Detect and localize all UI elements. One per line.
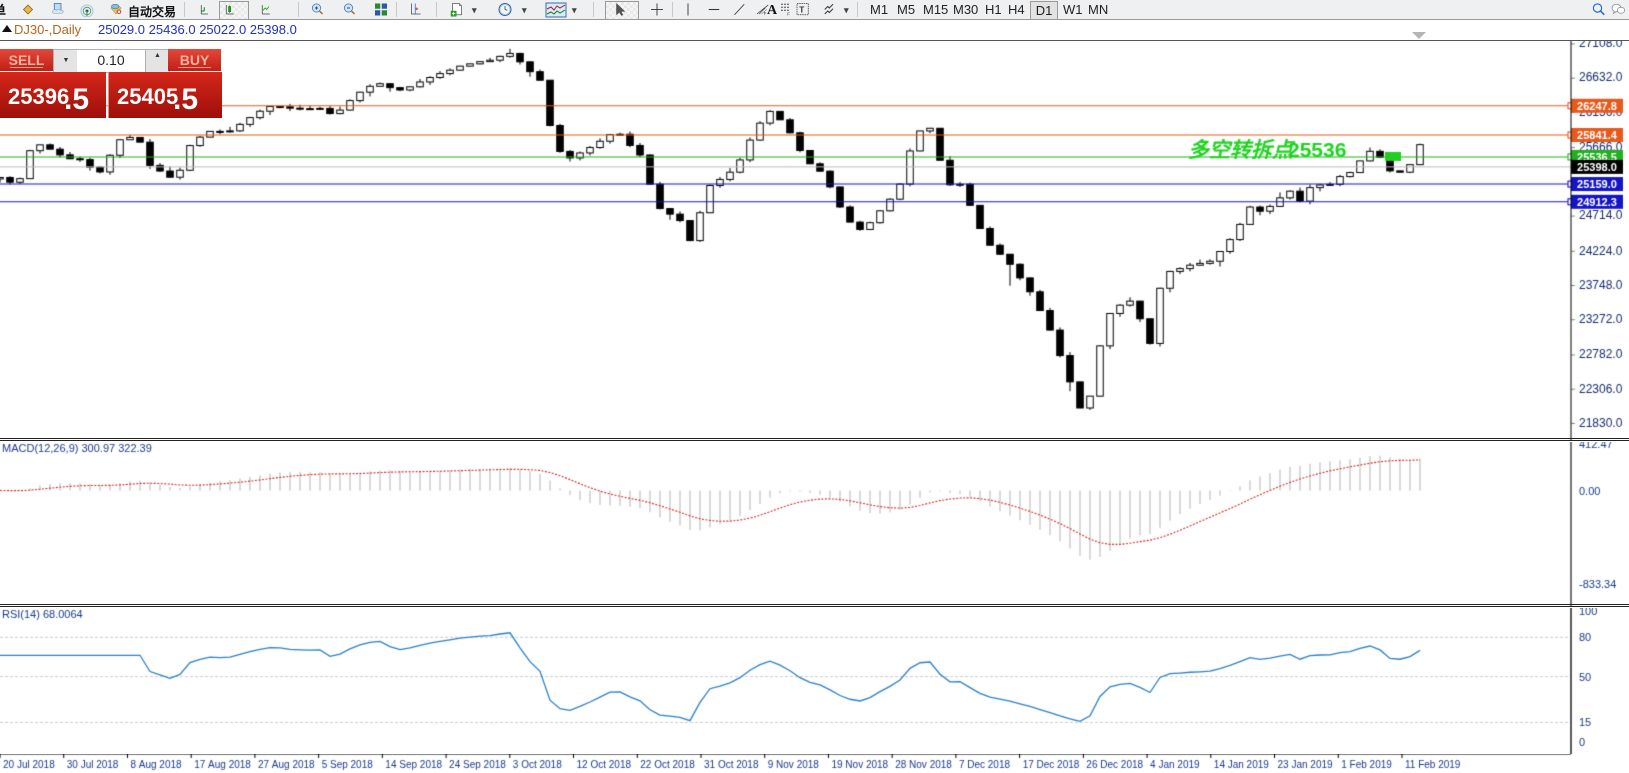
svg-text:T: T [799,6,804,15]
svg-text:F: F [787,12,790,17]
